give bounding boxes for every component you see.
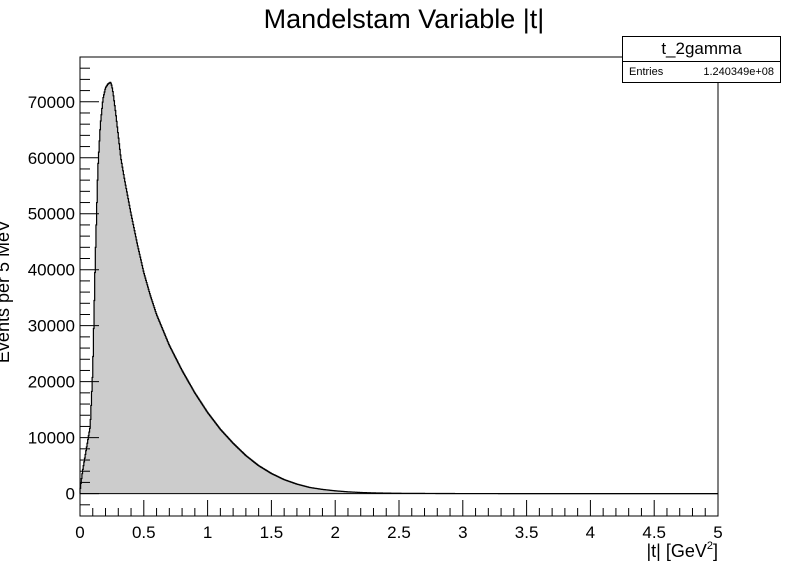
x-axis-label: |t| [GeV2] <box>646 540 718 561</box>
x-tick-label: 3.5 <box>515 523 539 542</box>
histogram-fill <box>80 82 718 494</box>
stats-name: t_2gamma <box>623 37 780 62</box>
x-tick-label: 2.5 <box>387 523 411 542</box>
x-tick-label: 3 <box>458 523 467 542</box>
y-tick-label: 0 <box>66 485 75 504</box>
y-axis-label: Events per 5 MeV <box>0 220 13 363</box>
x-tick-label: 4.5 <box>642 523 666 542</box>
y-tick-label: 20000 <box>28 373 75 392</box>
chart-title: Mandelstam Variable |t| <box>264 4 545 34</box>
x-tick-label: 0.5 <box>132 523 156 542</box>
x-tick-label: 1.5 <box>260 523 284 542</box>
y-tick-label: 30000 <box>28 317 75 336</box>
stats-entries-label: Entries <box>629 66 664 78</box>
stats-entries-value: 1.240349e+08 <box>703 66 774 78</box>
x-tick-label: 4 <box>586 523 595 542</box>
x-tick-label: 2 <box>330 523 339 542</box>
x-tick-label: 0 <box>75 523 84 542</box>
y-tick-label: 10000 <box>28 429 75 448</box>
stats-box: t_2gamma Entries 1.240349e+08 <box>622 36 781 83</box>
y-tick-label: 60000 <box>28 149 75 168</box>
y-tick-label: 40000 <box>28 261 75 280</box>
x-tick-label: 1 <box>203 523 212 542</box>
y-tick-label: 50000 <box>28 205 75 224</box>
x-tick-label: 5 <box>713 523 722 542</box>
y-tick-label: 70000 <box>28 93 75 112</box>
